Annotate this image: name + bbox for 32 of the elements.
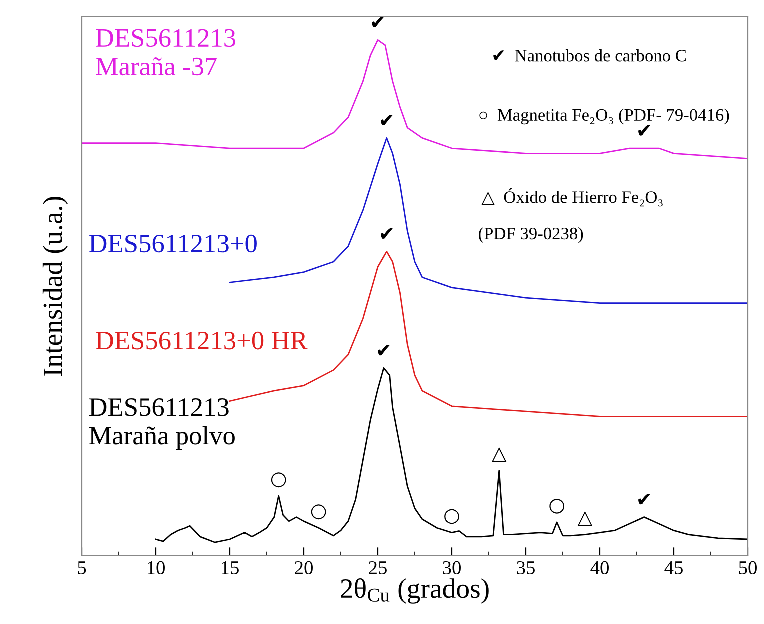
annotation: ✔ bbox=[380, 228, 393, 240]
annotation: ○ Magnetita Fe₂O₃ (PDF- 79-0416) bbox=[480, 108, 730, 125]
annotation: ○ bbox=[271, 472, 286, 488]
annotation: ✔ bbox=[638, 494, 650, 505]
series-label: DES5611213+0 HR bbox=[96, 332, 308, 350]
x-tick-label: 35 bbox=[517, 561, 535, 575]
text: DES5611213 Maraña -37 bbox=[96, 29, 236, 76]
annotation: ✔ bbox=[372, 16, 384, 28]
x-tick-label: 15 bbox=[222, 562, 239, 575]
annotation: ✔ bbox=[378, 344, 390, 356]
x-tick-label: 5 bbox=[78, 562, 86, 575]
x-axis-title: 2θ$_{Cu}$ (grados) bbox=[341, 578, 489, 604]
x-tick-label: 30 bbox=[443, 561, 461, 575]
annotation: ✔ bbox=[380, 114, 393, 126]
series-label: DES5611213+0 bbox=[89, 234, 257, 253]
annotation: ○ bbox=[444, 509, 460, 524]
annotation: △ Óxido de Hierro Fe₂O₃ bbox=[482, 188, 663, 207]
y-axis-title: Intensidad (u.a.) bbox=[42, 197, 68, 376]
x-tick-label: 40 bbox=[590, 561, 609, 575]
annotation: ✔ Nanotubos de carbono C bbox=[494, 50, 686, 62]
annotation: ○ bbox=[550, 498, 564, 514]
annotation: △ bbox=[578, 511, 593, 526]
x-tick-label: 45 bbox=[664, 562, 683, 575]
x-tick-label: 50 bbox=[739, 561, 757, 575]
x-tick-label: 10 bbox=[148, 561, 165, 575]
annotation: ○ bbox=[311, 504, 326, 520]
x-tick-label: 20 bbox=[295, 561, 313, 575]
x-tick-label: 25 bbox=[369, 561, 387, 575]
annotation: (PDF 39-0238) bbox=[479, 227, 584, 244]
text: DES5611213 Maraña polvo bbox=[89, 398, 235, 450]
annotation: △ bbox=[492, 447, 507, 462]
annotation: ✔ bbox=[638, 125, 650, 136]
